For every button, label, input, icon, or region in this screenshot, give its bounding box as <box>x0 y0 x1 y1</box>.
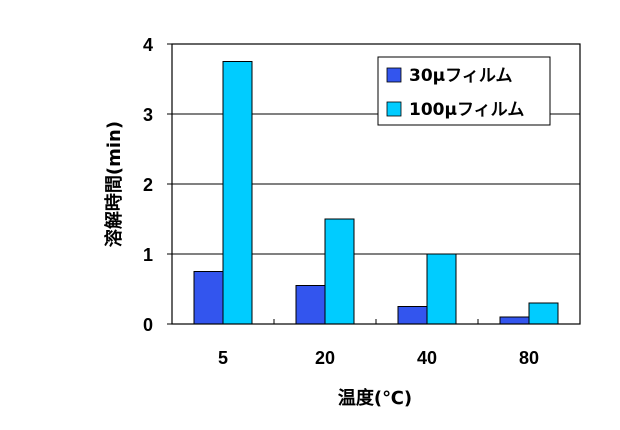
bar-30u-80 <box>499 316 530 325</box>
legend-label-100u: 100μフィルム <box>409 100 524 120</box>
bar-100u-40 <box>426 253 457 325</box>
legend-box <box>377 56 551 126</box>
ticks <box>167 43 479 325</box>
x-axis-label: 温度(℃) <box>338 387 412 409</box>
legend-swatch-30u <box>386 67 402 83</box>
bar-100u-20 <box>324 218 355 325</box>
bar-100u-5 <box>222 61 253 325</box>
x-tick-label: 40 <box>417 348 437 368</box>
bar-30u-5 <box>193 271 224 325</box>
x-tick-label: 80 <box>519 348 539 368</box>
y-tick-label: 1 <box>143 245 153 265</box>
x-tick-label: 5 <box>218 348 228 368</box>
bar-100u-80 <box>528 302 559 325</box>
bars <box>193 61 559 325</box>
y-tick-label: 0 <box>143 315 153 335</box>
bar-30u-20 <box>295 285 326 325</box>
legend-label-30u: 30μフィルム <box>409 66 513 86</box>
y-axis-label: 溶解時間(min) <box>103 121 125 247</box>
y-tick-labels: 0 1 2 3 4 <box>143 35 153 335</box>
y-tick-label: 2 <box>143 175 153 195</box>
x-tick-labels: 5 20 40 80 <box>218 348 539 368</box>
y-tick-label: 4 <box>143 35 153 55</box>
x-tick-label: 20 <box>315 348 335 368</box>
y-tick-label: 3 <box>143 105 153 125</box>
legend-swatch-100u <box>386 101 402 117</box>
legend: 30μフィルム 100μフィルム <box>377 56 551 126</box>
bar-30u-40 <box>397 306 428 325</box>
